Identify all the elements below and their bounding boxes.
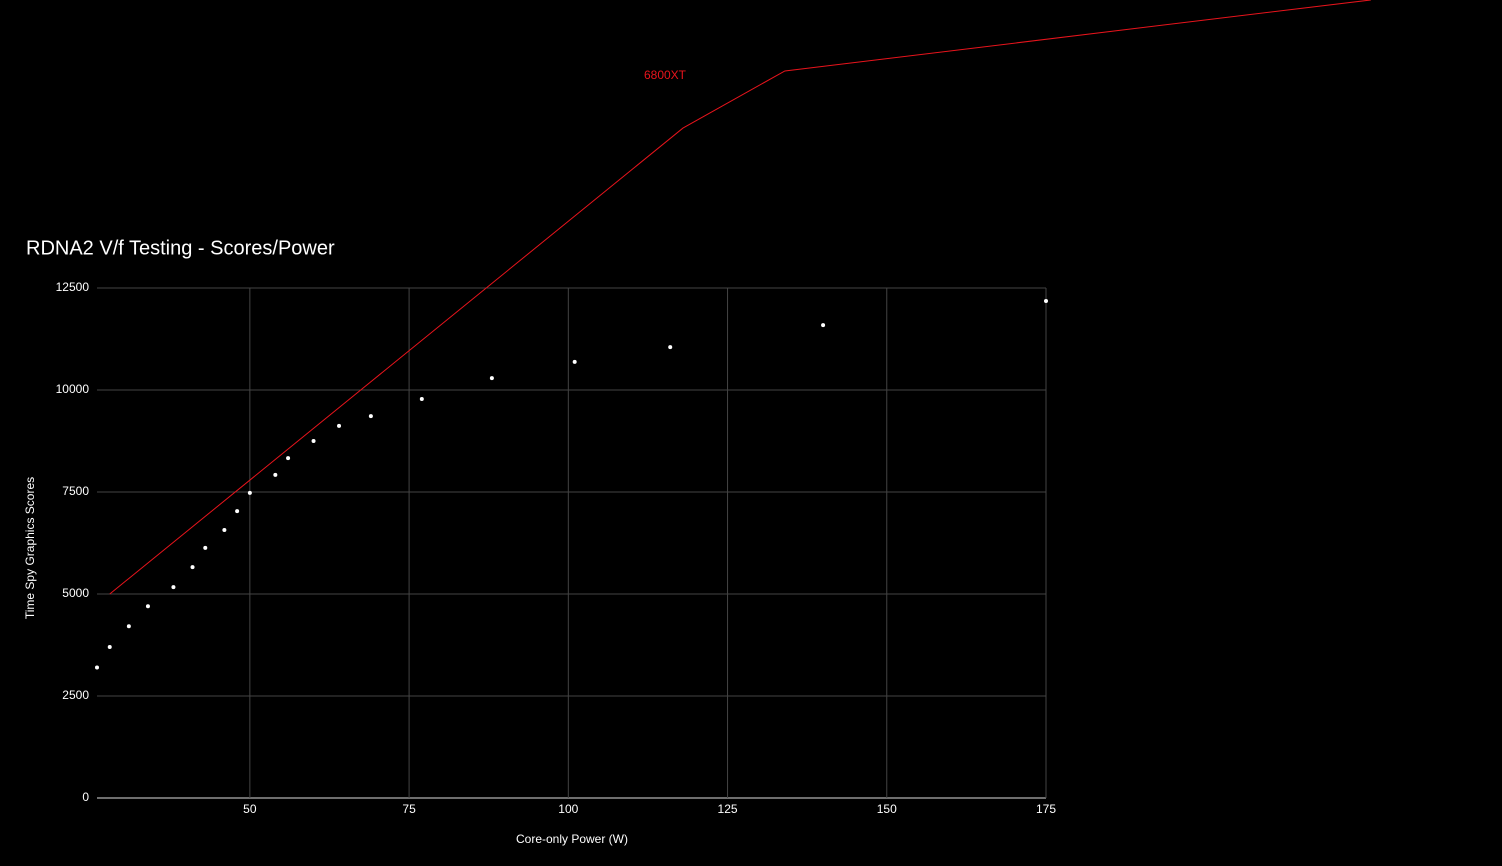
data-point <box>337 423 342 428</box>
y-tick-label: 7500 <box>62 484 89 498</box>
data-point <box>1044 299 1048 304</box>
data-point <box>419 396 424 401</box>
x-axis-label: Core-only Power (W) <box>516 832 628 846</box>
data-point <box>95 665 99 670</box>
data-point <box>247 490 252 495</box>
y-tick-label: 2500 <box>62 688 89 702</box>
data-point <box>286 456 291 461</box>
data-point <box>821 323 826 328</box>
data-point <box>311 439 316 443</box>
data-point <box>222 527 227 532</box>
data-point <box>489 376 494 381</box>
series-label: 6800XT <box>644 68 687 82</box>
y-tick-label: 12500 <box>56 280 90 294</box>
series-line <box>109 0 1371 595</box>
x-tick-label: 75 <box>402 802 416 816</box>
data-point <box>668 345 673 350</box>
data-point <box>107 645 112 650</box>
x-tick-label: 150 <box>877 802 897 816</box>
data-point <box>190 565 195 570</box>
data-point <box>235 509 240 514</box>
data-point <box>203 545 208 550</box>
data-point <box>145 604 150 609</box>
data-point <box>572 359 577 364</box>
x-tick-label: 125 <box>718 802 738 816</box>
x-tick-label: 175 <box>1036 802 1056 816</box>
y-axis-label: Time Spy Graphics Scores <box>23 477 37 619</box>
data-point <box>273 472 278 477</box>
chart-title: RDNA2 V/f Testing - Scores/Power <box>26 237 335 259</box>
x-tick-label: 100 <box>558 802 578 816</box>
y-tick-label: 0 <box>82 790 89 804</box>
y-tick-label: 10000 <box>56 382 90 396</box>
data-point <box>368 414 373 419</box>
x-tick-label: 50 <box>243 802 257 816</box>
data-point <box>126 624 131 629</box>
data-point <box>171 585 176 590</box>
y-tick-label: 5000 <box>62 586 89 600</box>
